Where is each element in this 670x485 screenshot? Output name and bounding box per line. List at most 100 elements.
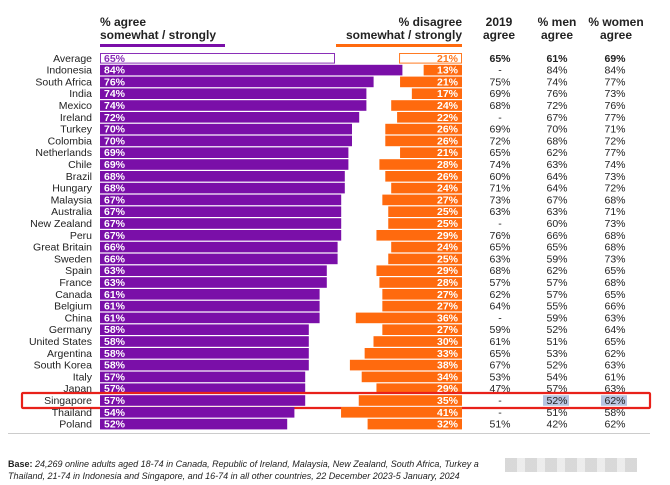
disagree-value-label: 26% (437, 171, 459, 183)
y2019-value: 65% (489, 147, 510, 159)
disagree-bar (400, 147, 462, 158)
agree-value-label: 69% (104, 147, 126, 159)
men-value: 70% (546, 124, 567, 136)
men-value: 72% (546, 100, 567, 112)
category-label: Belgium (54, 301, 92, 313)
category-label: Sweden (54, 253, 92, 265)
agree-bar (100, 123, 352, 135)
disagree-value-label: 27% (437, 324, 459, 336)
agree-value-label: 67% (104, 218, 126, 230)
y2019-value: 57% (489, 277, 510, 289)
men-value: 64% (546, 171, 567, 183)
agree-bar (100, 194, 342, 206)
category-label: Hungary (52, 183, 92, 195)
agree-value-label: 58% (104, 324, 126, 336)
y2019-value: 61% (489, 336, 510, 348)
highlight-cell (543, 395, 569, 406)
women-value: 65% (604, 265, 625, 277)
category-label: Ireland (60, 112, 92, 124)
disagree-column-header: % disagree somewhat / strongly (345, 15, 462, 42)
disagree-header-underline (336, 44, 462, 47)
agree-bar (100, 383, 306, 394)
men-value: 76% (546, 88, 567, 100)
men-value: 62% (546, 147, 567, 159)
women-value: 71% (604, 124, 625, 136)
women-value: 63% (604, 312, 625, 324)
y2019-value: 67% (489, 360, 510, 372)
agree-bar (100, 324, 309, 335)
men-column-header: % men agree (537, 15, 577, 42)
disagree-bar (349, 359, 462, 371)
category-label: Spain (65, 265, 92, 277)
disagree-value-label: 22% (437, 112, 459, 124)
disagree-bar (391, 100, 462, 111)
category-label: Argentina (47, 348, 92, 360)
disagree-value-label: 27% (437, 301, 459, 313)
y2019-value: - (498, 312, 502, 324)
category-label: Canada (55, 289, 92, 301)
category-label: Australia (51, 206, 92, 218)
disagree-bar (400, 76, 462, 88)
disagree-value-label: 27% (437, 194, 459, 206)
y2019-value: 74% (489, 159, 510, 171)
disagree-bar (397, 112, 462, 123)
women-value: 66% (604, 301, 625, 313)
agree-bar (100, 407, 295, 418)
y2019-value: 59% (489, 324, 510, 336)
agree-value-label: 66% (104, 242, 126, 254)
agree-value-label: 67% (104, 194, 126, 206)
women-value: 73% (604, 253, 625, 265)
agree-bar (100, 112, 360, 123)
women-column-header: % women agree (588, 15, 644, 42)
category-label: India (69, 88, 92, 100)
category-label: Indonesia (46, 65, 92, 77)
men-value: 53% (546, 348, 567, 360)
women-value: 69% (604, 53, 626, 65)
agree-bar (100, 218, 342, 229)
y2019-value: - (498, 218, 502, 230)
highlight-outline (20, 391, 652, 410)
disagree-bar (385, 135, 462, 147)
agree-bar (100, 312, 320, 324)
y2019-value: 62% (489, 289, 510, 301)
men-value: 65% (546, 242, 567, 254)
men-value: 67% (546, 112, 567, 124)
women-value: 68% (604, 277, 625, 289)
women-value: 68% (604, 194, 625, 206)
women-value: 72% (604, 183, 625, 195)
women-value: 73% (604, 88, 625, 100)
women-value: 65% (604, 336, 625, 348)
y2019-value: 51% (489, 419, 510, 431)
agree-value-label: 69% (104, 159, 126, 171)
disagree-bar (376, 383, 462, 394)
agree-bar (100, 76, 374, 88)
women-value: 73% (604, 218, 625, 230)
women-value: 61% (604, 371, 625, 383)
y2019-value: - (498, 407, 502, 419)
disagree-value-label: 13% (437, 65, 459, 77)
agree-value-label: 61% (104, 301, 126, 313)
footnote-text: 24,269 online adults aged 18-74 in Canad… (32, 459, 479, 469)
men-value: 51% (546, 407, 567, 419)
disagree-bar (361, 371, 462, 383)
disagree-value-label: 33% (437, 348, 459, 360)
disagree-bar (411, 88, 462, 99)
disagree-value-label: 34% (437, 371, 459, 383)
disagree-value-label: 28% (437, 277, 459, 289)
women-value: 64% (604, 324, 625, 336)
y2019-value: 73% (489, 194, 510, 206)
y2019-value: - (498, 65, 502, 77)
men-value: 42% (546, 419, 567, 431)
agree-value-label: 70% (104, 135, 126, 147)
disagree-value-label: 32% (437, 419, 459, 431)
agree-value-label: 57% (104, 371, 126, 383)
men-value: 67% (546, 194, 567, 206)
y2019-value: - (498, 112, 502, 124)
y2019-value: 63% (489, 206, 510, 218)
y2019-value: 60% (489, 171, 510, 183)
men-value: 52% (546, 360, 567, 372)
agree-bar (100, 359, 309, 371)
y2019-value: - (498, 395, 502, 407)
women-value: 84% (604, 65, 625, 77)
disagree-bar (391, 182, 462, 194)
